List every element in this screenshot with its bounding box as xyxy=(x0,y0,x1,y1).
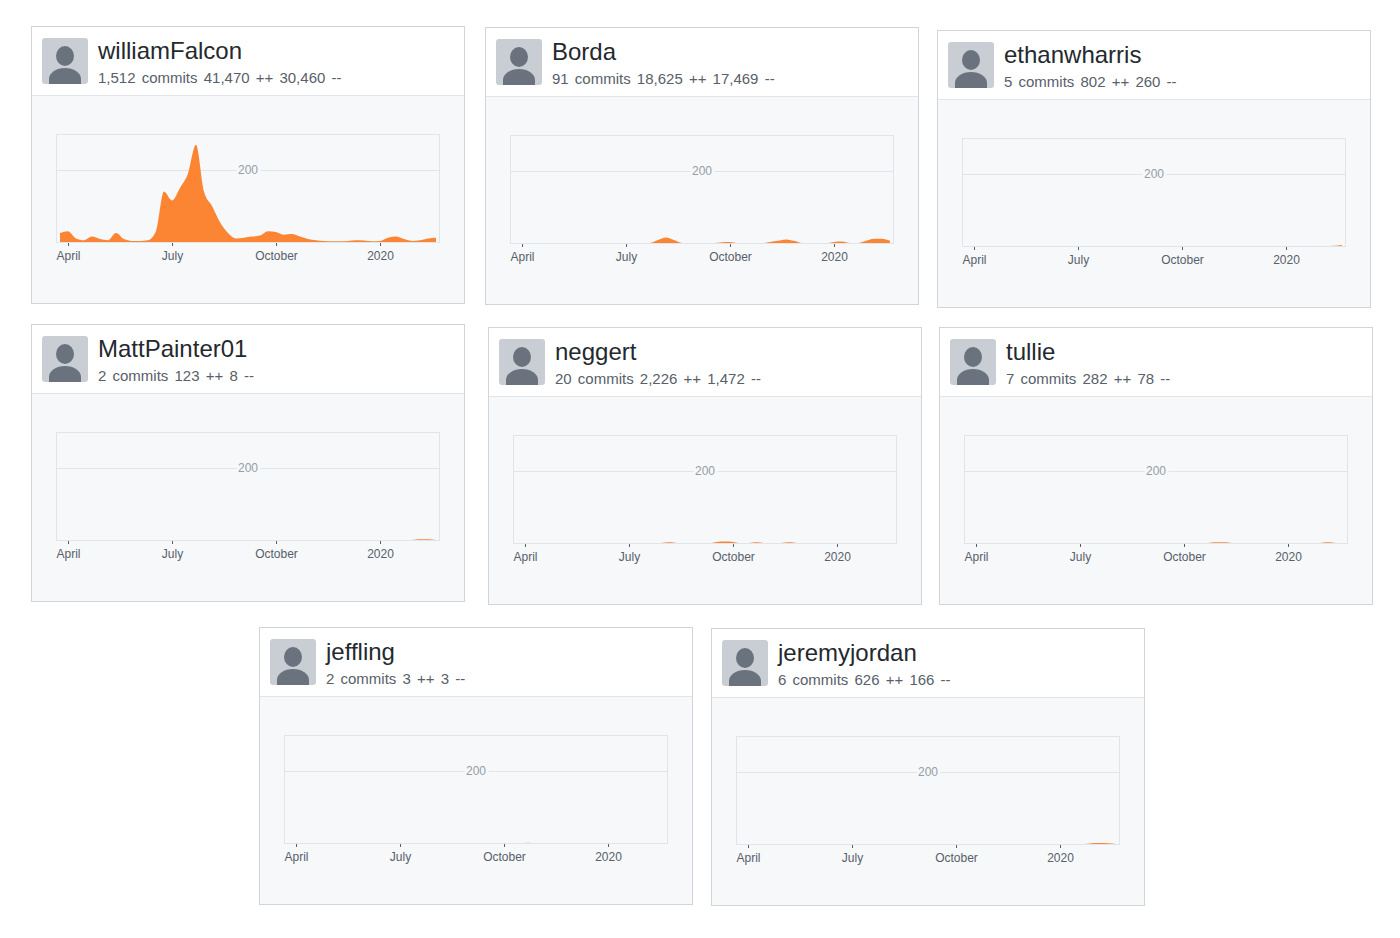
html-text:20 commits 2,226 ++ 1,472 --: 20 commits 2,226 ++ 1,472 -- xyxy=(555,370,761,387)
svg-text:October: October xyxy=(709,250,752,264)
html-text:neggert: neggert xyxy=(555,338,637,365)
svg-text:200: 200 xyxy=(692,164,712,178)
svg-text:July: July xyxy=(842,851,863,865)
html-text:2 commits 123 ++ 8 --: 2 commits 123 ++ 8 -- xyxy=(98,367,254,384)
svg-text:July: July xyxy=(162,249,183,263)
svg-text:200: 200 xyxy=(238,461,258,475)
svg-text:2020: 2020 xyxy=(1275,550,1302,564)
svg-text:April: April xyxy=(736,851,760,865)
svg-text:2020: 2020 xyxy=(595,850,622,864)
svg-text:200: 200 xyxy=(1144,167,1164,181)
svg-text:200: 200 xyxy=(238,163,258,177)
svg-text:October: October xyxy=(255,249,298,263)
svg-text:October: October xyxy=(712,550,755,564)
svg-text:200: 200 xyxy=(1146,464,1166,478)
html-text:jeremyjordan: jeremyjordan xyxy=(778,639,917,666)
svg-text:April: April xyxy=(962,253,986,267)
svg-text:April: April xyxy=(510,250,534,264)
svg-text:October: October xyxy=(1163,550,1206,564)
svg-text:July: July xyxy=(1068,253,1089,267)
html-text:91 commits 18,625 ++ 17,469 --: 91 commits 18,625 ++ 17,469 -- xyxy=(552,70,775,87)
svg-text:October: October xyxy=(255,547,298,561)
svg-text:October: October xyxy=(1161,253,1204,267)
svg-text:April: April xyxy=(513,550,537,564)
svg-text:July: July xyxy=(619,550,640,564)
html-text:1,512 commits 41,470 ++ 30,460: 1,512 commits 41,470 ++ 30,460 -- xyxy=(98,69,342,86)
html-text:5 commits 802 ++ 260 --: 5 commits 802 ++ 260 -- xyxy=(1004,73,1177,90)
html-text:jeffling: jeffling xyxy=(326,638,395,665)
svg-text:April: April xyxy=(56,249,80,263)
svg-text:200: 200 xyxy=(466,764,486,778)
svg-text:2020: 2020 xyxy=(367,547,394,561)
svg-text:October: October xyxy=(483,850,526,864)
svg-text:July: July xyxy=(390,850,411,864)
html-text:williamFalcon: williamFalcon xyxy=(98,37,242,64)
svg-text:2020: 2020 xyxy=(367,249,394,263)
svg-text:July: July xyxy=(616,250,637,264)
html-text:Borda: Borda xyxy=(552,38,616,65)
html-text:tullie: tullie xyxy=(1006,338,1056,365)
html-text:7 commits 282 ++ 78 --: 7 commits 282 ++ 78 -- xyxy=(1006,370,1171,387)
svg-text:October: October xyxy=(935,851,978,865)
svg-text:2020: 2020 xyxy=(1273,253,1300,267)
svg-text:2020: 2020 xyxy=(824,550,851,564)
html-text:ethanwharris: ethanwharris xyxy=(1004,41,1142,68)
html-text:6 commits 626 ++ 166 --: 6 commits 626 ++ 166 -- xyxy=(778,671,951,688)
svg-text:April: April xyxy=(284,850,308,864)
svg-text:July: July xyxy=(162,547,183,561)
html-text:2 commits 3 ++ 3 --: 2 commits 3 ++ 3 -- xyxy=(326,670,466,687)
svg-text:April: April xyxy=(964,550,988,564)
svg-text:2020: 2020 xyxy=(1047,851,1074,865)
html-text:MattPainter01: MattPainter01 xyxy=(98,335,248,362)
svg-text:April: April xyxy=(56,547,80,561)
svg-text:200: 200 xyxy=(695,464,715,478)
svg-text:July: July xyxy=(1070,550,1091,564)
svg-text:200: 200 xyxy=(918,765,938,779)
svg-text:2020: 2020 xyxy=(821,250,848,264)
